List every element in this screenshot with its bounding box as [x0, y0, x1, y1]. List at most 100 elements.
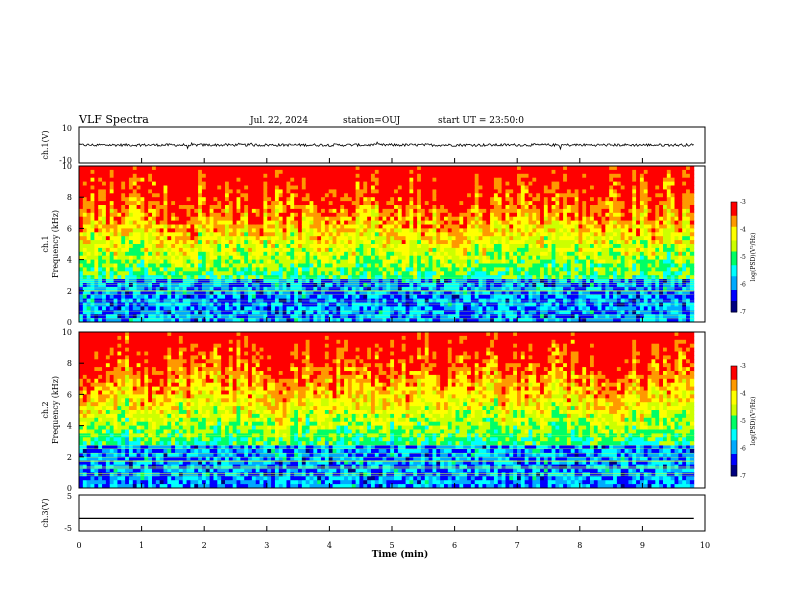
spectrogram-cell — [256, 178, 260, 182]
spectrogram-cell — [114, 205, 118, 209]
spectrogram-cell — [271, 236, 275, 240]
spectrogram-cell — [267, 232, 271, 236]
spectrogram-cell — [286, 189, 290, 193]
spectrogram-cell — [475, 221, 479, 225]
spectrogram-cell — [513, 228, 517, 232]
spectrogram-cell — [133, 217, 137, 221]
spectrogram-cell — [302, 295, 306, 299]
spectrogram-cell — [244, 295, 248, 299]
spectrogram-cell — [440, 306, 444, 310]
spectrogram-cell — [106, 182, 110, 186]
spectrogram-cell — [329, 186, 333, 190]
spectrogram-cell — [383, 174, 387, 178]
spectrogram-cell — [175, 197, 179, 201]
spectrogram-cell — [521, 201, 525, 205]
spectrogram-cell — [137, 279, 141, 283]
spectrogram-cell — [260, 201, 264, 205]
spectrogram-cell — [294, 287, 298, 291]
spectrogram-cell — [333, 225, 337, 229]
spectrogram-cell — [248, 295, 252, 299]
spectrogram-cell — [133, 221, 137, 225]
spectrogram-cell — [221, 186, 225, 190]
spectrogram-cell — [448, 166, 452, 170]
spectrogram-cell — [194, 182, 198, 186]
spectrogram-cell — [171, 271, 175, 275]
spectrogram-cell — [363, 279, 367, 283]
spectrogram-cell — [394, 295, 398, 299]
spectrogram-cell — [509, 283, 513, 287]
spectrogram-cell — [475, 182, 479, 186]
spectrogram-cell — [505, 201, 509, 205]
spectrogram-cell — [206, 283, 210, 287]
spectrogram-cell — [413, 256, 417, 260]
spectrogram-cell — [275, 236, 279, 240]
spectrogram-cell — [336, 189, 340, 193]
spectrogram-cell — [114, 186, 118, 190]
spectrogram-cell — [171, 236, 175, 240]
spectrogram-cell — [459, 283, 463, 287]
spectrogram-cell — [310, 279, 314, 283]
spectrogram-cell — [179, 295, 183, 299]
spectrogram-cell — [421, 303, 425, 307]
spectrogram-cell — [210, 244, 214, 248]
spectrogram-cell — [421, 186, 425, 190]
spectrogram-cell — [140, 166, 144, 170]
spectrogram-cell — [448, 201, 452, 205]
spectrogram-cell — [467, 271, 471, 275]
spectrogram-cell — [383, 170, 387, 174]
spectrogram-cell — [210, 248, 214, 252]
spectrogram-cell — [210, 221, 214, 225]
spectrogram-cell — [356, 260, 360, 264]
spectrogram-cell — [94, 264, 98, 268]
spectrogram-cell — [310, 275, 314, 279]
spectrogram-cell — [513, 197, 517, 201]
spectrogram-cell — [152, 186, 156, 190]
spectrogram-cell — [459, 186, 463, 190]
spectrogram-cell — [329, 189, 333, 193]
spectrogram-cell — [125, 201, 129, 205]
spectrogram-cell — [263, 264, 267, 268]
spectrogram-cell — [475, 275, 479, 279]
spectrogram-cell — [225, 264, 229, 268]
spectrogram-cell — [152, 236, 156, 240]
spectrogram-cell — [325, 201, 329, 205]
spectrogram-cell — [555, 240, 559, 244]
spectrogram-cell — [336, 228, 340, 232]
spectrogram-cell — [244, 217, 248, 221]
spectrogram-cell — [532, 232, 536, 236]
spectrogram-cell — [402, 267, 406, 271]
spectrogram-cell — [517, 174, 521, 178]
spectrogram-cell — [371, 295, 375, 299]
spectrogram-cell — [505, 189, 509, 193]
spectrogram-cell — [302, 275, 306, 279]
spectrogram-cell — [240, 217, 244, 221]
spectrogram-cell — [517, 209, 521, 213]
spectrogram-cell — [425, 201, 429, 205]
spectrogram-cell — [133, 279, 137, 283]
spectrogram-cell — [283, 170, 287, 174]
spectrogram-cell — [190, 306, 194, 310]
spectrogram-cell — [183, 189, 187, 193]
spectrogram-cell — [348, 264, 352, 268]
spectrogram-cell — [87, 221, 91, 225]
spectrogram-cell — [114, 248, 118, 252]
spectrogram-cell — [175, 166, 179, 170]
spectrogram-cell — [440, 256, 444, 260]
spectrogram-cell — [286, 244, 290, 248]
spectrogram-cell — [187, 236, 191, 240]
spectrogram-cell — [525, 232, 529, 236]
spectrogram-cell — [363, 306, 367, 310]
spectrogram-cell — [263, 186, 267, 190]
spectrogram-cell — [244, 232, 248, 236]
spectrogram-cell — [94, 178, 98, 182]
spectrogram-cell — [471, 306, 475, 310]
spectrogram-cell — [133, 193, 137, 197]
spectrogram-cell — [144, 174, 148, 178]
spectrogram-cell — [344, 189, 348, 193]
spectrogram-cell — [164, 295, 168, 299]
spectrogram-cell — [356, 287, 360, 291]
spectrogram-cell — [206, 209, 210, 213]
spectrogram-cell — [398, 287, 402, 291]
spectrogram-cell — [91, 287, 95, 291]
spectrogram-cell — [379, 201, 383, 205]
